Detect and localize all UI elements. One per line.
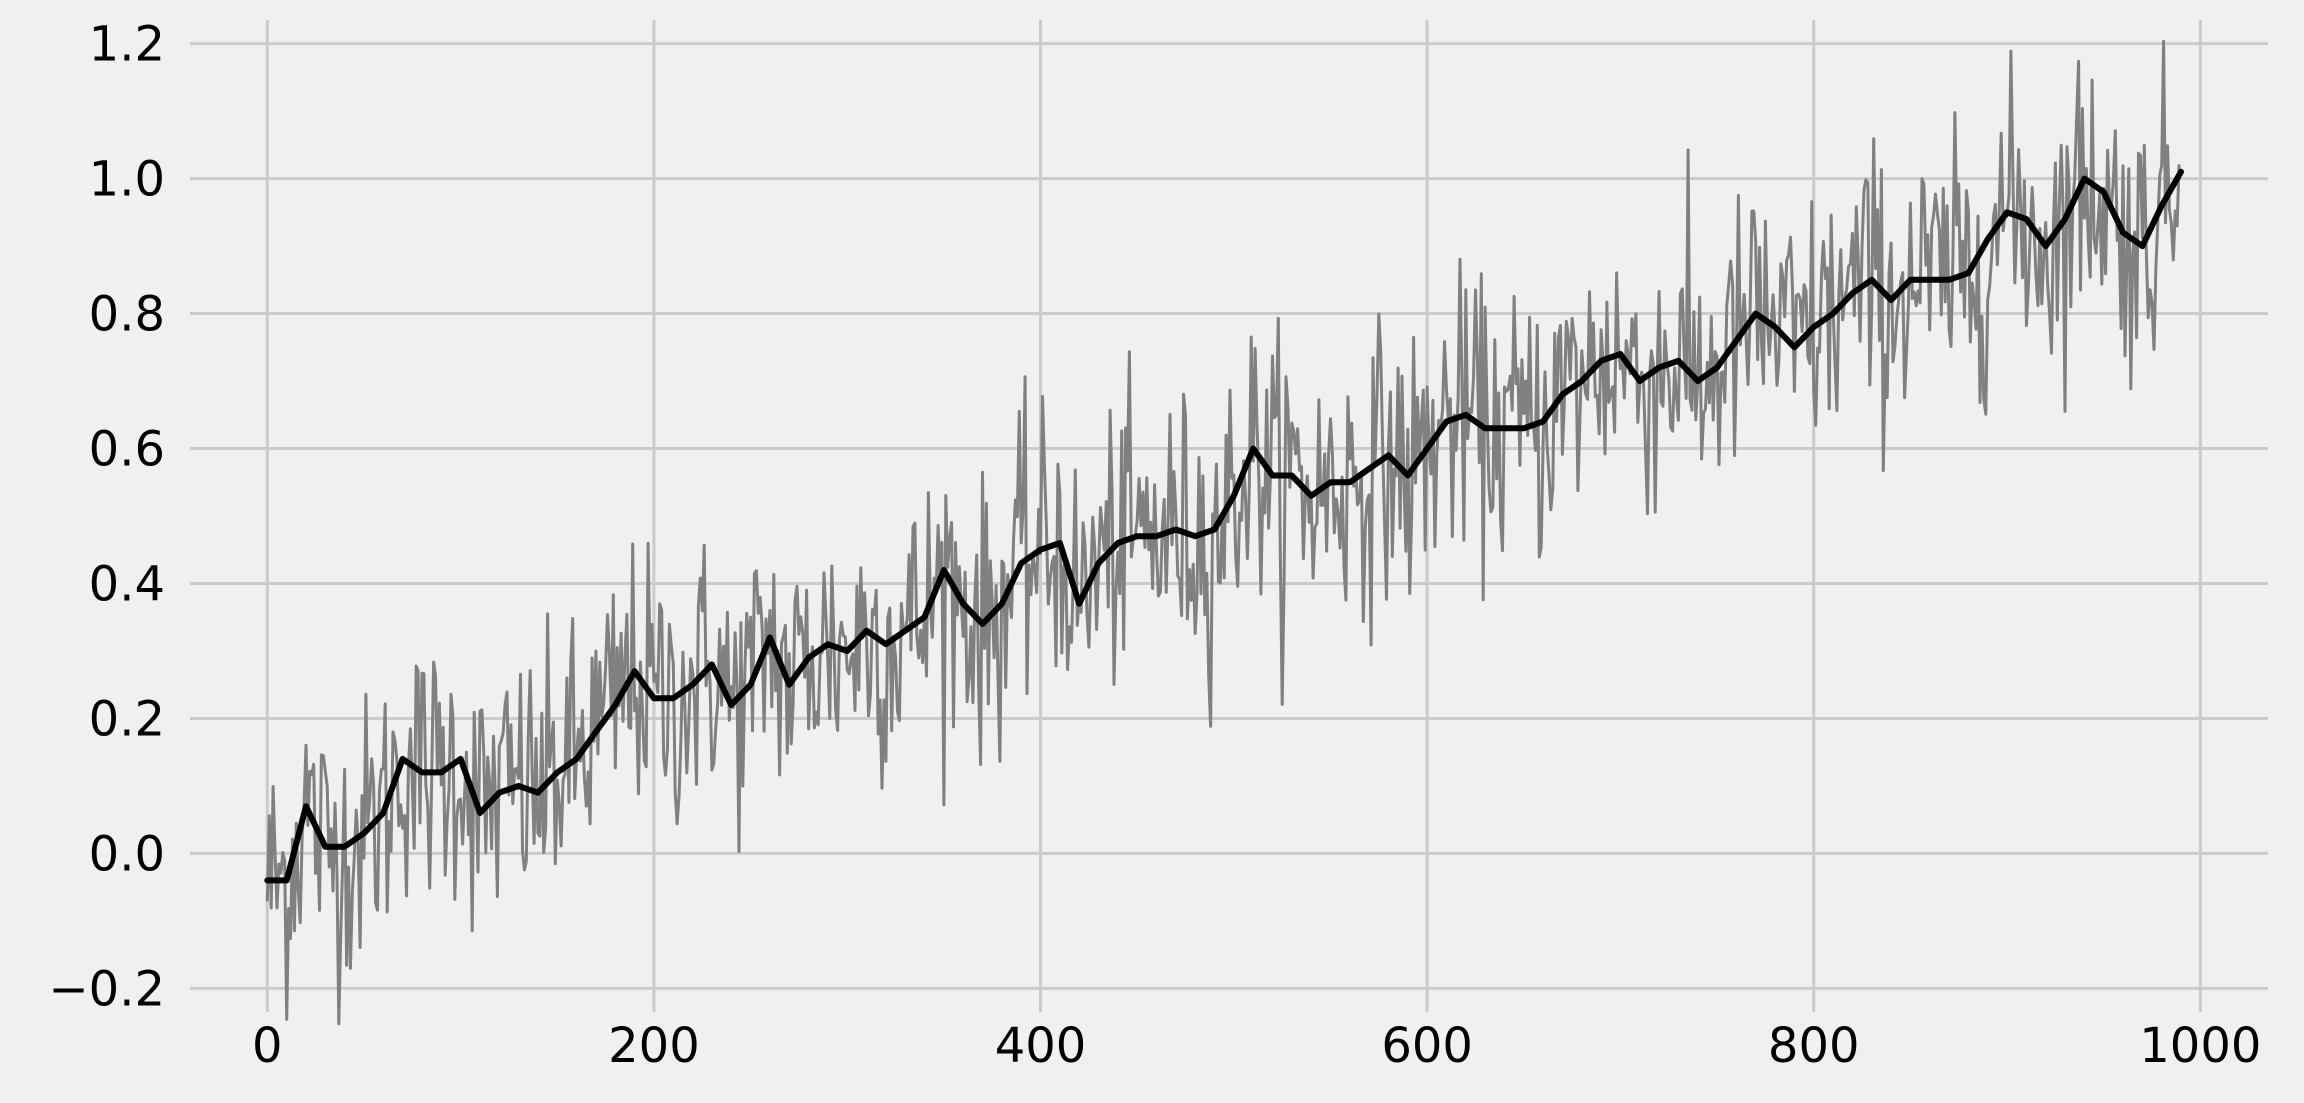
y-tick-label: 0.8 bbox=[89, 287, 165, 343]
x-tick-label: 400 bbox=[995, 1018, 1087, 1074]
plot-area bbox=[264, 39, 2184, 1026]
y-axis-tick-labels: −0.2 0.0 0.2 0.4 0.6 0.8 1.0 1.2 bbox=[48, 17, 165, 1018]
y-tick-label: 0.6 bbox=[89, 422, 165, 478]
y-tick-label: 0.0 bbox=[89, 826, 165, 882]
x-tick-label: 200 bbox=[608, 1018, 700, 1074]
x-tick-label: 600 bbox=[1381, 1018, 1473, 1074]
x-axis-tick-labels: 0 200 400 600 800 1000 bbox=[252, 1018, 2261, 1074]
y-tick-label: 1.0 bbox=[89, 152, 165, 208]
y-tick-label: 0.2 bbox=[89, 691, 165, 747]
x-tick-label: 800 bbox=[1768, 1018, 1860, 1074]
noisy-series-line bbox=[265, 39, 2181, 1026]
y-tick-label: 0.4 bbox=[89, 556, 165, 612]
y-tick-label: 1.2 bbox=[89, 17, 165, 73]
y-tick-label: −0.2 bbox=[48, 961, 165, 1017]
moving-average-line bbox=[264, 168, 2184, 884]
x-tick-label: 1000 bbox=[2139, 1018, 2261, 1074]
x-tick-label: 0 bbox=[252, 1018, 283, 1074]
